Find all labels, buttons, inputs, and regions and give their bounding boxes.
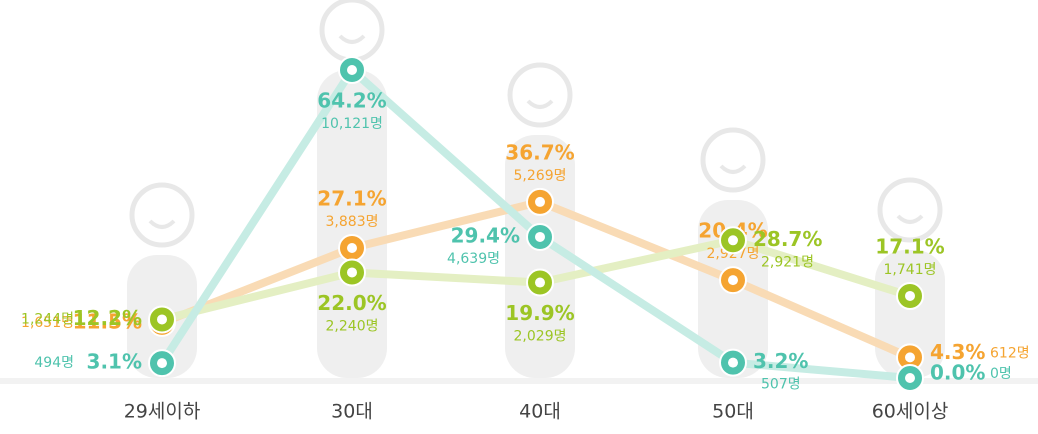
marker-icon	[728, 235, 738, 245]
silhouette-head	[510, 65, 570, 125]
count-label: 612명	[990, 345, 1030, 361]
silhouette-head	[703, 130, 763, 190]
count-label: 1,741명	[884, 262, 937, 278]
x-tick-label: 29세이하	[124, 401, 201, 423]
count-label: 5,269명	[514, 168, 567, 184]
marker-icon	[728, 275, 738, 285]
value-label: 19.9%	[505, 301, 574, 325]
value-label: 27.1%	[317, 186, 386, 210]
marker-icon	[347, 267, 357, 277]
marker-icon	[157, 358, 167, 368]
value-label: 3.1%	[87, 350, 142, 374]
marker-icon	[535, 197, 545, 207]
silhouette-head	[132, 185, 192, 245]
chart: 29세이하30대40대50대60세이상11.5%1,651명27.1%3,883…	[0, 0, 1038, 430]
count-label: 10,121명	[321, 116, 383, 132]
silhouette-head	[880, 180, 940, 240]
marker-icon	[347, 243, 357, 253]
marker-icon	[905, 291, 915, 301]
value-label: 29.4%	[451, 223, 520, 247]
count-label: 1,244명	[21, 311, 74, 327]
value-label: 3.2%	[753, 349, 808, 373]
value-label: 0.0%	[930, 361, 985, 385]
silhouette-head	[322, 0, 382, 60]
value-label: 28.7%	[753, 227, 822, 251]
x-tick-label: 60세이상	[872, 401, 949, 423]
count-label: 494명	[34, 355, 74, 371]
marker-icon	[728, 358, 738, 368]
value-label: 17.1%	[875, 234, 944, 258]
value-label: 64.2%	[317, 89, 386, 113]
x-tick-label: 40대	[519, 401, 561, 423]
x-tick-label: 30대	[331, 401, 373, 423]
value-label: 12.2%	[73, 306, 142, 330]
marker-icon	[347, 65, 357, 75]
count-label: 507명	[761, 377, 801, 393]
count-label: 2,921명	[761, 254, 814, 270]
count-label: 4,639명	[447, 251, 500, 267]
marker-icon	[535, 232, 545, 242]
count-label: 2,240명	[326, 318, 379, 334]
marker-icon	[905, 373, 915, 383]
x-tick-label: 50대	[712, 401, 754, 423]
count-label: 3,883명	[326, 214, 379, 230]
count-label: 0명	[990, 366, 1012, 382]
marker-icon	[535, 278, 545, 288]
marker-icon	[157, 314, 167, 324]
value-label: 36.7%	[505, 140, 574, 164]
count-label: 2,029명	[514, 329, 567, 345]
value-label: 22.0%	[317, 291, 386, 315]
marker-icon	[905, 352, 915, 362]
